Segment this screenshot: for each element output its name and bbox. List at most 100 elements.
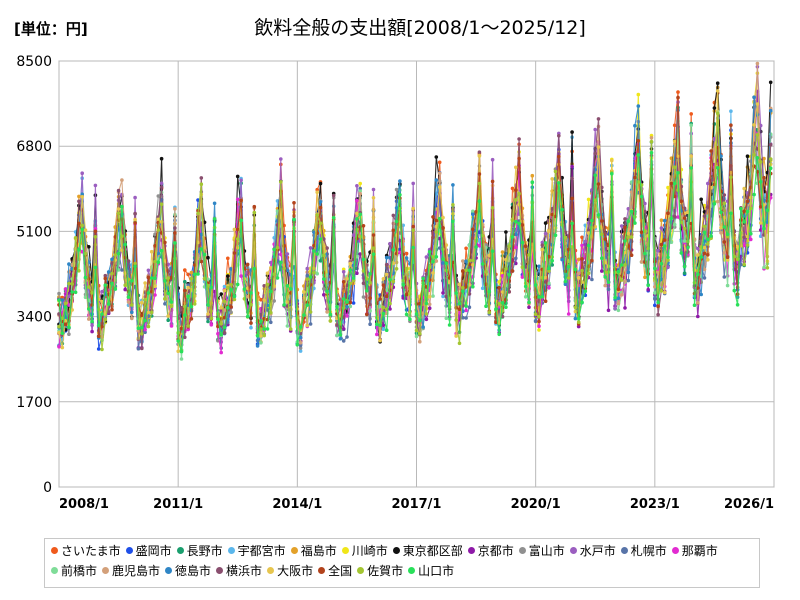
data-point [239,218,243,223]
data-point [70,282,74,286]
data-point [153,293,157,297]
x-tick-label: 2008/1 [59,497,109,512]
data-point [739,262,743,267]
data-point [434,178,439,182]
legend-label: 福島市 [300,544,337,558]
data-point [662,244,667,248]
data-point [722,201,727,205]
data-point [163,296,167,301]
data-point [712,136,717,141]
data-point [123,242,127,247]
data-point [222,325,227,330]
data-point [656,304,660,309]
data-point [540,247,545,252]
data-point [77,194,81,199]
data-point [444,294,449,299]
data-point [742,186,746,191]
data-point [636,104,641,108]
data-point [537,324,541,329]
data-point [96,323,101,328]
data-point [543,299,548,304]
data-point [603,237,607,241]
data-point [543,231,548,236]
data-point [421,325,425,329]
data-point [159,202,164,206]
data-point [497,280,502,284]
data-point [672,123,677,128]
data-point [358,186,363,191]
data-point [616,296,621,301]
data-point [752,192,756,197]
data-point [87,317,91,321]
data-point [388,277,392,282]
data-point [454,334,459,338]
data-point [87,285,91,289]
data-point [576,316,581,321]
data-point [758,205,763,209]
data-point [510,186,515,191]
data-point [186,272,190,277]
series-layer [57,61,773,361]
data-point [421,311,425,315]
data-point [411,224,416,229]
data-point [427,302,432,307]
data-point [348,268,353,272]
data-point [633,123,637,128]
data-point [434,259,439,263]
data-point [461,315,465,320]
data-point [100,289,104,294]
data-point [507,272,512,277]
data-point [123,283,127,288]
data-point [87,307,91,311]
data-point [282,266,286,271]
data-point [752,123,756,127]
data-point [616,269,621,274]
data-point [375,332,379,337]
data-point [477,150,482,154]
data-point [279,252,283,257]
data-point [696,272,700,277]
data-point [93,183,98,188]
data-point [447,323,452,327]
data-point [557,154,561,159]
data-point [70,308,74,312]
data-point [752,153,756,157]
data-point [272,272,277,277]
data-point [590,218,594,223]
data-point [262,298,267,302]
data-point [659,226,664,230]
data-point [576,257,581,262]
data-point [682,239,687,243]
data-point [235,282,240,287]
data-point [159,185,164,189]
data-point [259,319,263,323]
data-point [656,248,660,253]
data-point [239,274,243,278]
data-point [699,292,703,297]
data-point [464,308,468,313]
data-point [361,281,366,286]
data-point [371,252,376,256]
data-point [368,272,372,276]
data-point [629,235,634,239]
data-point [752,95,756,100]
data-point [623,239,627,243]
data-point [719,231,723,235]
legend-marker-icon [51,567,58,574]
data-point [583,289,588,294]
data-point [669,240,674,244]
data-point [163,240,167,245]
data-point [216,317,220,322]
data-point [355,198,359,203]
data-point [540,240,545,245]
data-point [302,313,306,317]
data-point [480,262,485,266]
data-point [477,199,482,203]
data-point [457,282,462,287]
data-point [394,187,399,192]
data-point [308,275,313,279]
data-point [265,327,270,331]
data-point [441,294,445,299]
legend-item: 山口市 [408,562,454,579]
data-point [580,268,584,273]
